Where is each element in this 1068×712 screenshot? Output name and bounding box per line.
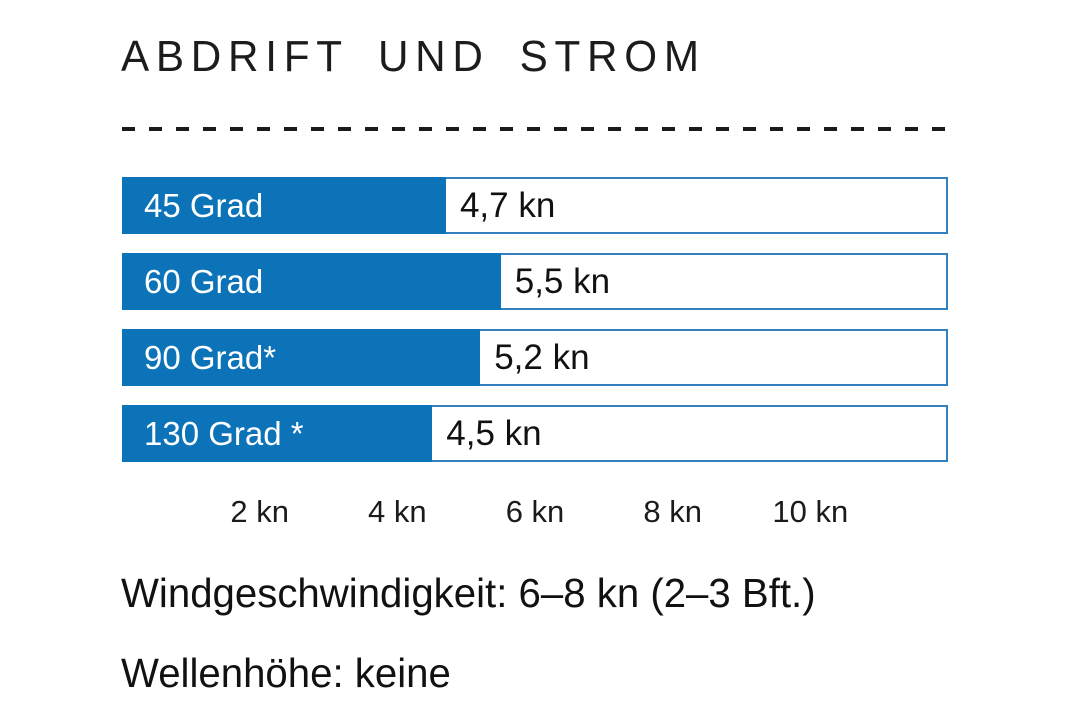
x-axis-tick: 8 kn	[643, 494, 702, 529]
chart-title: ABDRIFT UND STROM	[121, 32, 706, 81]
wind-speed-note: Windgeschwindigkeit: 6–8 kn (2–3 Bft.)	[121, 570, 816, 616]
bar-value-label: 4,5 kn	[446, 414, 542, 453]
bar-row-90-grad: 90 Grad* 5,2 kn	[122, 329, 948, 386]
bar-category-label: 130 Grad *	[144, 415, 304, 452]
bar-fill-90-grad: 90 Grad*	[122, 329, 481, 386]
x-axis-tick: 6 kn	[505, 494, 565, 529]
x-axis: 2 kn 4 kn 6 kn 8 kn 10 kn	[122, 494, 948, 534]
bar-row-60-grad: 60 Grad 5,5 kn	[122, 253, 948, 310]
bar-category-label: 45 Grad	[144, 187, 264, 224]
bar-value-label: 4,7 kn	[459, 186, 556, 225]
x-axis-tick: 2 kn	[230, 494, 289, 529]
wave-height-note: Wellenhöhe: keine	[121, 650, 451, 696]
dashed-divider	[122, 127, 948, 131]
bar-category-label: 90 Grad*	[144, 339, 277, 376]
bar-value-label: 5,2 kn	[494, 338, 590, 377]
bar-fill-45-grad: 45 Grad	[122, 177, 446, 234]
bar-row-130-grad: 130 Grad * 4,5 kn	[122, 405, 948, 462]
bar-value-label: 5,5 kn	[514, 262, 611, 301]
bar-chart: 45 Grad 4,7 kn 60 Grad 5,5 kn 90 Grad* 5…	[122, 177, 948, 481]
x-axis-tick: 10 kn	[772, 494, 849, 529]
bar-fill-130-grad: 130 Grad *	[122, 405, 433, 462]
x-axis-tick: 4 kn	[368, 494, 427, 529]
bar-fill-60-grad: 60 Grad	[122, 253, 501, 310]
bar-category-label: 60 Grad	[144, 263, 264, 300]
bar-row-45-grad: 45 Grad 4,7 kn	[122, 177, 948, 234]
